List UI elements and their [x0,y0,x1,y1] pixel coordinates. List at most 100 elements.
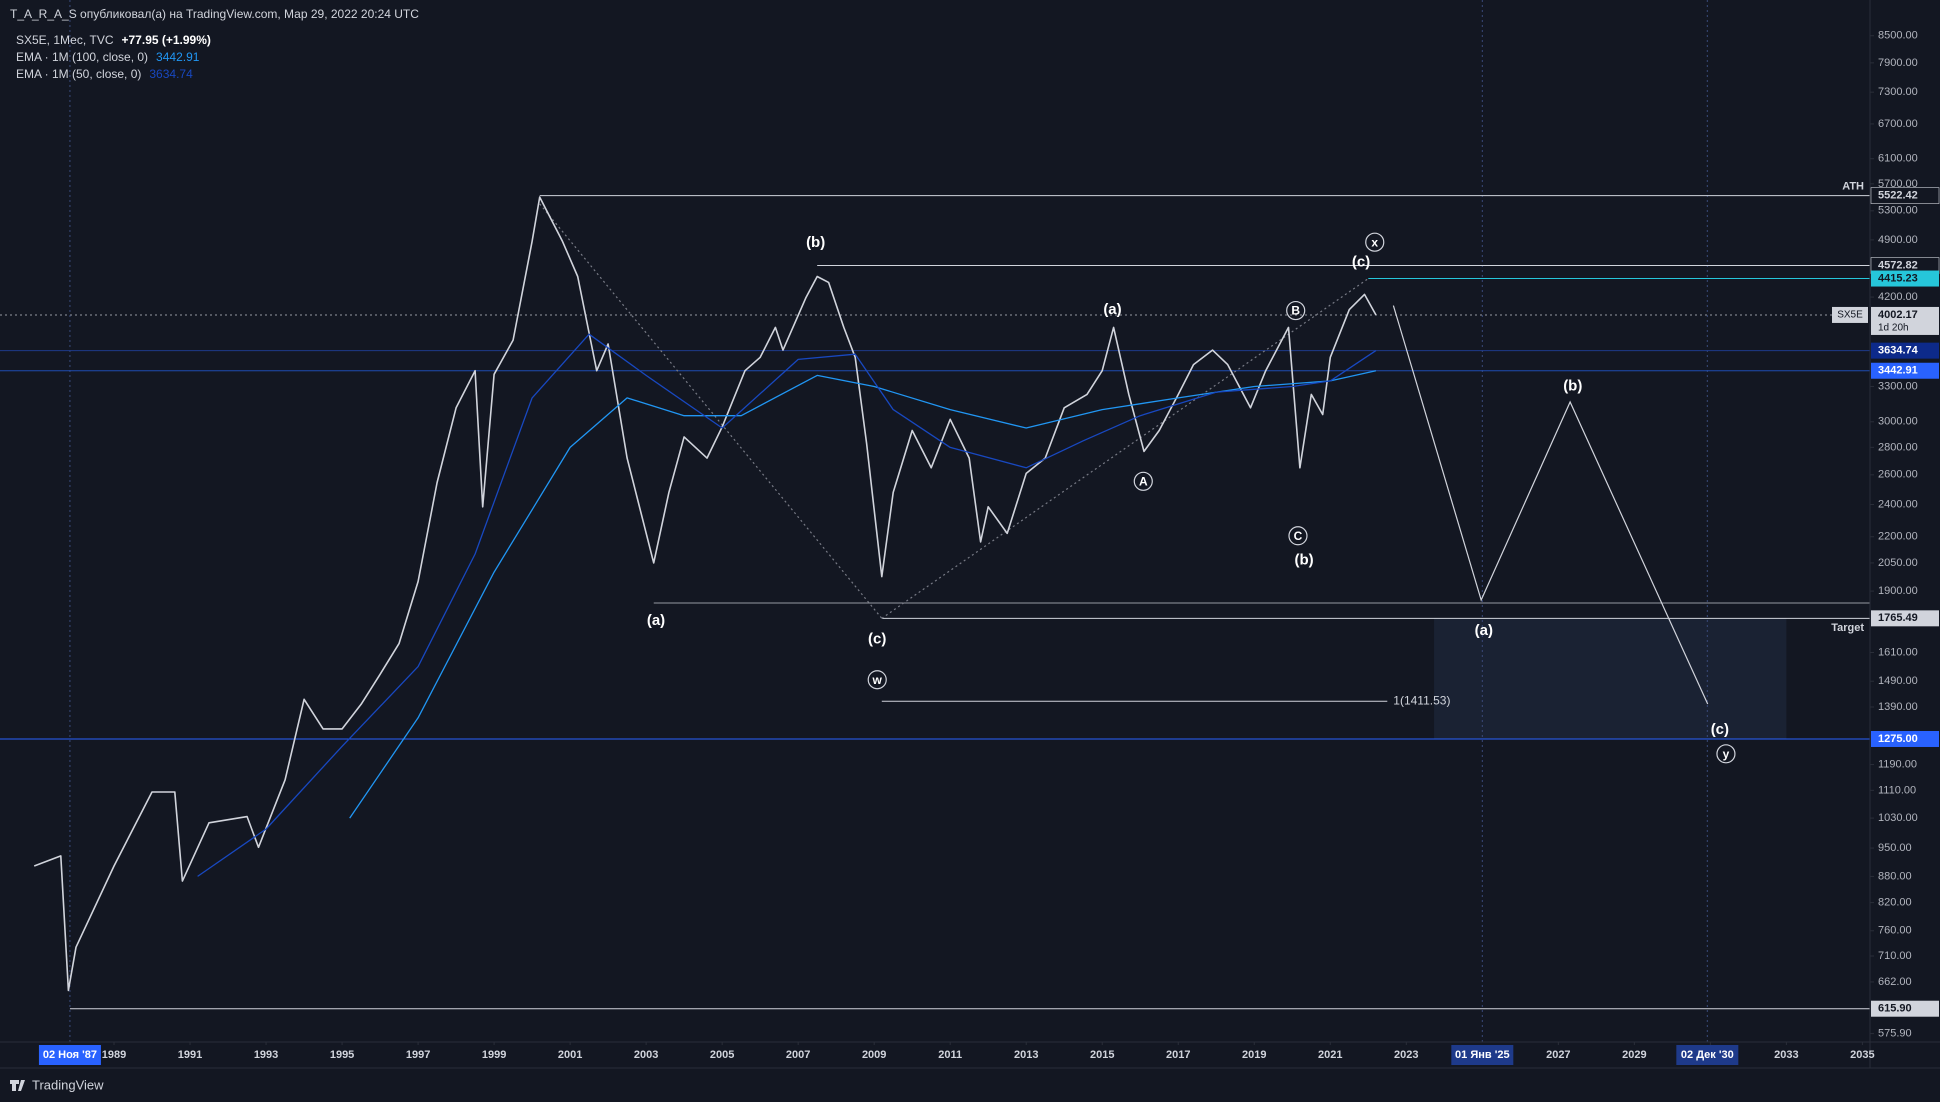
x-tick-label: 1993 [254,1049,278,1061]
price-badge [1871,362,1939,379]
y-tick-label: 575.90 [1878,1028,1912,1040]
x-tick-label: 1991 [178,1049,202,1061]
y-tick-label: 5700.00 [1878,178,1918,190]
time-badge [38,1045,101,1065]
y-tick-label: 2600.00 [1878,469,1918,481]
y-tick-label: 662.00 [1878,976,1912,988]
time-badge-label: 01 Янв '25 [1455,1049,1510,1061]
y-tick-label: 1390.00 [1878,701,1918,713]
y-tick-label: 2800.00 [1878,441,1918,453]
wave-label: (c) [868,630,886,647]
x-tick-label: 2027 [1546,1049,1570,1061]
price-badge-label: 4415.23 [1878,272,1918,284]
price-badge-label: 5522.42 [1878,189,1918,201]
x-tick-label: 2035 [1850,1049,1874,1061]
y-tick-label: 5300.00 [1878,205,1918,217]
y-tick-label: 950.00 [1878,842,1912,854]
y-tick-label: 1110.00 [1878,784,1916,796]
wave-label: (c) [1352,253,1370,270]
x-tick-label: 2023 [1394,1049,1418,1061]
wave-label: y [1723,747,1730,761]
y-tick-label: 4200.00 [1878,291,1918,303]
price-badge [1871,306,1939,335]
price-badge [1871,610,1939,627]
x-tick-label: 2005 [710,1049,734,1061]
y-tick-label: 6100.00 [1878,153,1918,165]
wave-line [881,278,1369,619]
y-tick-label: 4900.00 [1878,234,1918,246]
wave-label: C [1294,529,1303,543]
annotation-circle [867,670,887,690]
x-tick-label: 2021 [1318,1049,1342,1061]
target-zone [1434,618,1787,739]
brand-name: TradingView [32,1077,104,1092]
annotation-circle [1133,471,1153,491]
y-tick-label: 3000.00 [1878,416,1918,428]
legend-symbol: SX5E, 1Мес, TVC [16,33,114,47]
legend-name: EMA · 1M (50, close, 0) [16,67,141,81]
price-line [33,196,1377,992]
y-tick-label: 760.00 [1878,925,1912,937]
wave-line [1392,305,1709,705]
plot-area: ATHTarget1(1411.53)(b)(a)(c)w(a)ABC(b)x(… [0,0,1870,1042]
level-name: Target [1831,622,1864,634]
legend-value: 3442.91 [156,50,200,64]
x-tick-label: 1997 [406,1049,430,1061]
x-tick-label: 2029 [1622,1049,1646,1061]
price-badge [1870,187,1940,204]
wave-label: A [1139,474,1148,488]
x-tick-label: 1995 [330,1049,354,1061]
x-tick-label: 2001 [558,1049,582,1061]
price-badge [1871,270,1939,287]
x-tick-label: 2011 [938,1049,962,1061]
header-text: T_A_R_A_S опубликовал(а) на TradingView.… [10,7,419,21]
x-tick-label: 2017 [1166,1049,1190,1061]
wave-label: (b) [806,234,825,251]
time-badge-label: 02 Ноя '87 [43,1049,97,1061]
price-badge-label: 3634.74 [1878,345,1919,357]
price-badge [1871,1000,1939,1017]
y-tick-label: 7300.00 [1878,86,1918,98]
y-tick-label: 3300.00 [1878,380,1918,392]
price-badge-label: 4572.82 [1878,259,1918,271]
y-tick-label: 1190.00 [1878,758,1917,770]
annotation-circle [1288,526,1308,546]
y-tick-label: 6700.00 [1878,118,1918,130]
ema-line [197,333,1377,877]
y-tick-label: 2400.00 [1878,498,1918,510]
x-tick-label: 2009 [862,1049,886,1061]
y-tick-label: 880.00 [1878,870,1912,882]
annotation-circle [1365,232,1385,252]
legend-change: +77.95 (+1.99%) [122,33,211,47]
wave-label: B [1291,304,1300,318]
price-badge-label: 1765.49 [1878,612,1918,624]
price-badge [1871,342,1939,359]
y-tick-label: 1900.00 [1878,585,1918,597]
wave-label: (b) [1563,378,1582,395]
annotation-circle [1286,300,1306,321]
level-text: 1(1411.53) [1393,693,1450,707]
y-tick-label: 8500.00 [1878,30,1918,42]
annotation-circle [1716,744,1736,764]
x-tick-label: 2019 [1242,1049,1266,1061]
y-tick-label: 7900.00 [1878,57,1918,69]
wave-label: (a) [1475,622,1493,639]
time-badge [1676,1045,1739,1065]
y-tick-label: 710.00 [1878,950,1912,962]
wave-label: (a) [1103,301,1121,318]
time-badge [1451,1045,1514,1065]
y-tick-label: 820.00 [1878,897,1912,909]
wave-label: w [872,673,883,687]
level-name: ATH [1842,180,1864,192]
x-tick-label: 2015 [1090,1049,1114,1061]
y-tick-label: 2200.00 [1878,531,1918,543]
countdown: 1d 20h [1878,323,1909,334]
wave-label: (a) [647,612,665,629]
price-badge-label: 1275.00 [1878,733,1918,745]
y-tick-label: 1030.00 [1878,812,1918,824]
x-tick-label: 2033 [1774,1049,1798,1061]
x-tick-label: 2007 [786,1049,810,1061]
x-tick-label: 2013 [1014,1049,1038,1061]
